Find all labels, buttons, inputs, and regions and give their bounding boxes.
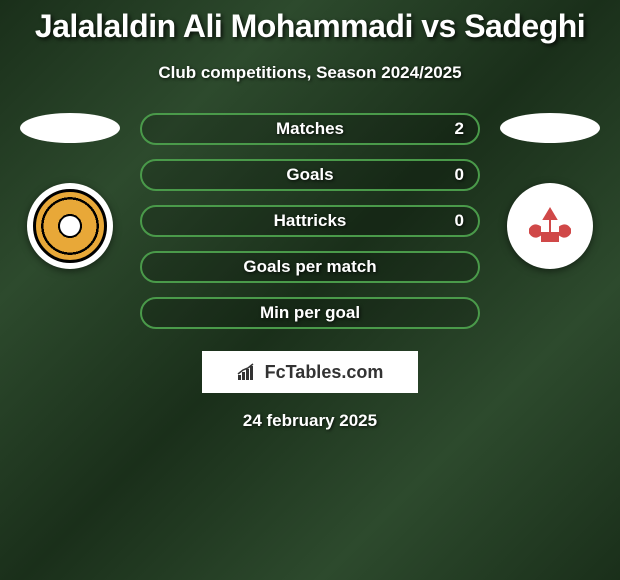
club-badge-left <box>27 183 113 269</box>
stat-value: 0 <box>455 165 464 185</box>
comparison-title: Jalalaldin Ali Mohammadi vs Sadeghi <box>0 8 620 45</box>
stat-row-gpm: Goals per match <box>140 251 480 283</box>
stats-column: Matches 2 Goals 0 Hattricks 0 Goals per … <box>140 113 480 329</box>
stat-value: 2 <box>455 119 464 139</box>
stat-row-hattricks: Hattricks 0 <box>140 205 480 237</box>
stat-value: 0 <box>455 211 464 231</box>
club-badge-right <box>507 183 593 269</box>
stat-label: Min per goal <box>260 303 360 323</box>
bar-chart-icon <box>237 363 259 381</box>
brand-watermark: FcTables.com <box>202 351 418 393</box>
right-player-column <box>500 113 600 269</box>
player-avatar-right <box>500 113 600 143</box>
persepolis-logo-icon <box>513 189 587 263</box>
date-stamp: 24 february 2025 <box>0 411 620 431</box>
stat-label: Goals <box>286 165 333 185</box>
brand-name: FcTables.com <box>265 362 384 383</box>
player-avatar-left <box>20 113 120 143</box>
stat-row-mpg: Min per goal <box>140 297 480 329</box>
stat-label: Matches <box>276 119 344 139</box>
stat-label: Hattricks <box>274 211 347 231</box>
left-player-column <box>20 113 120 269</box>
season-subtitle: Club competitions, Season 2024/2025 <box>0 63 620 83</box>
infographic-container: Jalalaldin Ali Mohammadi vs Sadeghi Club… <box>0 0 620 431</box>
sepahan-logo-icon <box>33 189 107 263</box>
content-row: Matches 2 Goals 0 Hattricks 0 Goals per … <box>0 113 620 329</box>
stat-label: Goals per match <box>243 257 376 277</box>
stat-row-matches: Matches 2 <box>140 113 480 145</box>
stat-row-goals: Goals 0 <box>140 159 480 191</box>
